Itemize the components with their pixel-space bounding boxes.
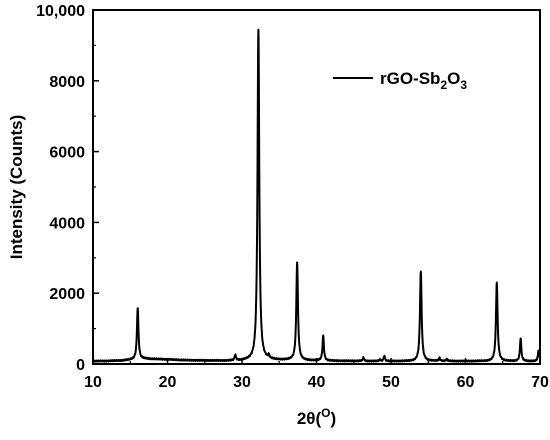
x-tick-label: 20 <box>159 374 177 391</box>
y-axis-ticks: 0 2000 4000 6000 8000 10,000 <box>36 3 99 374</box>
y-tick-label: 0 <box>76 357 85 374</box>
series-line-rgo-sb2o3 <box>92 28 541 363</box>
x-tick-label: 70 <box>531 374 549 391</box>
legend: rGO-Sb2O3 <box>333 69 467 92</box>
x-axis-title: 2θ(O) <box>297 406 336 428</box>
y-tick-label: 10,000 <box>36 3 85 20</box>
x-axis-title-end: ) <box>330 409 336 428</box>
x-tick-label: 40 <box>308 374 326 391</box>
x-tick-label: 10 <box>84 374 102 391</box>
x-axis-title-main: 2θ( <box>297 409 322 428</box>
y-tick-label: 4000 <box>49 215 85 232</box>
y-tick-label: 6000 <box>49 145 85 162</box>
y-tick-label: 8000 <box>49 74 85 91</box>
x-axis-title-sup: O <box>321 406 330 420</box>
x-tick-label: 30 <box>233 374 251 391</box>
y-axis-title: Intensity (Counts) <box>7 115 26 260</box>
legend-label: rGO-Sb2O3 <box>380 69 467 92</box>
y-tick-label: 2000 <box>49 286 85 303</box>
x-tick-label: 60 <box>457 374 475 391</box>
legend-label-mid: O <box>447 69 460 88</box>
legend-label-sub1: 2 <box>440 78 447 92</box>
plot-frame <box>92 9 541 365</box>
legend-label-main: rGO-Sb <box>380 69 440 88</box>
x-axis-ticks: 10 20 30 40 50 60 70 <box>84 358 549 391</box>
legend-label-sub2: 3 <box>460 78 467 92</box>
x-tick-label: 50 <box>382 374 400 391</box>
